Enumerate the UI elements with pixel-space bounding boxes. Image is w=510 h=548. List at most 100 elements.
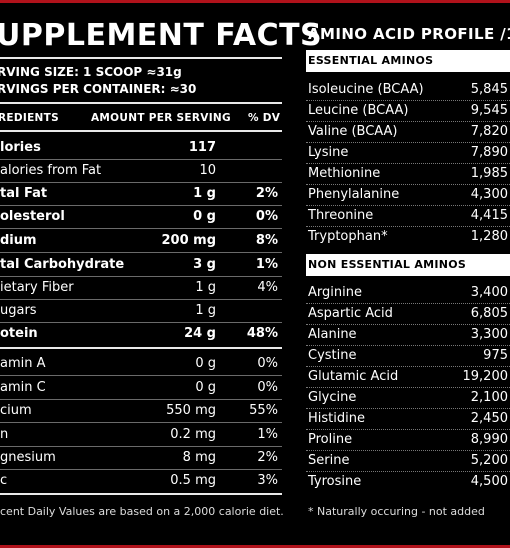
nutrient-name: amin C — [0, 380, 46, 395]
header-divider — [0, 130, 282, 132]
amino-name: Threonine — [308, 208, 374, 223]
nutrient-daily-value: 0% — [257, 380, 278, 395]
row-separator — [0, 205, 282, 206]
ingredients-column-header: REDIENTS — [0, 112, 59, 124]
amino-value: 4,500 — [470, 474, 508, 489]
daily-value-footnote: cent Daily Values are based on a 2,000 c… — [0, 505, 284, 518]
table-end-divider — [0, 493, 282, 495]
amino-value: 2,450 — [470, 411, 508, 426]
top-accent-line — [0, 0, 510, 3]
nutrient-daily-value: 1% — [255, 257, 278, 272]
amino-row: Glutamic Acid 19,200 — [306, 367, 510, 388]
nutrient-name: otein — [0, 326, 38, 341]
nutrient-name: gnesium — [0, 450, 56, 465]
nutrient-amount: 550 mg — [166, 403, 216, 418]
amino-row: Tryptophan* 1,280 — [306, 227, 510, 248]
nutrient-amount: 117 — [188, 140, 216, 155]
nutrient-name: tal Carbohydrate — [0, 257, 125, 272]
amino-row: Arginine 3,400 — [306, 283, 510, 304]
nutrient-row: amin A 0 g 0% — [0, 353, 282, 376]
dv-column-header: % DV — [248, 112, 281, 124]
amino-name: Alanine — [308, 327, 357, 342]
nonessential-aminos-header: NON ESSENTIAL AMINOS — [306, 254, 510, 276]
amino-name: Proline — [308, 432, 353, 447]
nutrient-amount: 0 g — [195, 380, 216, 395]
amino-row: Tyrosine 4,500 — [306, 472, 510, 493]
amino-name: Histidine — [308, 411, 365, 426]
nutrient-row: ugars 1 g — [0, 300, 282, 323]
nutrient-row: n 0.2 mg 1% — [0, 424, 282, 447]
amino-profile-title: AMINO ACID PROFILE /10 — [308, 25, 510, 43]
amino-value: 3,400 — [470, 285, 508, 300]
nutrient-daily-value: 1% — [257, 427, 278, 442]
dotted-separator — [306, 345, 510, 346]
dotted-separator — [306, 324, 510, 325]
nutrient-row: otein 24 g 48% — [0, 323, 282, 346]
dotted-separator — [306, 387, 510, 388]
amino-name: Phenylalanine — [308, 187, 400, 202]
dotted-separator — [306, 163, 510, 164]
nutrient-daily-value: 4% — [257, 280, 278, 295]
nutrient-name: alories from Fat — [0, 163, 102, 178]
nutrient-daily-value: 48% — [246, 326, 278, 341]
nutrient-name: ugars — [0, 303, 37, 318]
dotted-separator — [306, 450, 510, 451]
servings-per-container: RVINGS PER CONTAINER: ≈30 — [0, 82, 197, 96]
essential-aminos-label: ESSENTIAL AMINOS — [308, 54, 434, 67]
amino-row: Alanine 3,300 — [306, 325, 510, 346]
supplement-facts-title: UPPLEMENT FACTS — [0, 18, 323, 53]
amino-name: Cystine — [308, 348, 357, 363]
row-separator — [0, 322, 282, 323]
amino-row: Phenylalanine 4,300 — [306, 185, 510, 206]
amount-column-header: AMOUNT PER SERVING — [91, 112, 231, 124]
amino-value: 5,845 — [470, 82, 508, 97]
amino-name: Isoleucine (BCAA) — [308, 82, 424, 97]
row-separator — [0, 422, 282, 423]
amino-name: Serine — [308, 453, 350, 468]
nutrient-amount: 200 mg — [161, 233, 216, 248]
serving-divider — [0, 102, 282, 104]
dotted-separator — [306, 366, 510, 367]
amino-name: Valine (BCAA) — [308, 124, 398, 139]
nutrient-name: n — [0, 427, 9, 442]
nonessential-aminos-label: NON ESSENTIAL AMINOS — [308, 258, 467, 271]
dotted-separator — [306, 429, 510, 430]
dotted-separator — [306, 121, 510, 122]
dotted-separator — [306, 184, 510, 185]
nutrient-daily-value: 2% — [257, 450, 278, 465]
amino-value: 4,300 — [470, 187, 508, 202]
protein-divider — [0, 347, 282, 349]
amino-row: Serine 5,200 — [306, 451, 510, 472]
row-separator — [0, 159, 282, 160]
amino-value: 7,890 — [470, 145, 508, 160]
row-separator — [0, 375, 282, 376]
nutrient-amount: 1 g — [195, 303, 216, 318]
amino-row: Methionine 1,985 — [306, 164, 510, 185]
row-separator — [0, 276, 282, 277]
amino-value: 8,990 — [470, 432, 508, 447]
dotted-separator — [306, 408, 510, 409]
nutrient-daily-value: 55% — [249, 403, 278, 418]
nutrient-row: lories 117 — [0, 137, 282, 160]
amino-value: 2,100 — [470, 390, 508, 405]
nutrient-daily-value: 3% — [257, 473, 278, 488]
nutrient-amount: 0 g — [195, 356, 216, 371]
amino-name: Tryptophan* — [308, 229, 388, 244]
essential-aminos-header: ESSENTIAL AMINOS — [306, 50, 510, 72]
nutrient-amount: 0.2 mg — [170, 427, 216, 442]
serving-size: RVING SIZE: 1 SCOOP ≈31g — [0, 65, 182, 79]
amino-name: Arginine — [308, 285, 362, 300]
nutrient-name: c — [0, 473, 8, 488]
amino-name: Glutamic Acid — [308, 369, 399, 384]
nutrient-row: tal Fat 1 g 2% — [0, 183, 282, 206]
nutrient-row: alories from Fat 10 — [0, 160, 282, 183]
nutrient-amount: 10 — [199, 163, 216, 178]
amino-value: 1,280 — [470, 229, 508, 244]
nutrient-name: dium — [0, 233, 37, 248]
nutrient-amount: 24 g — [184, 326, 216, 341]
amino-row: Cystine 975 — [306, 346, 510, 367]
bottom-accent-line — [0, 545, 510, 548]
amino-value: 6,805 — [470, 306, 508, 321]
dotted-separator — [306, 303, 510, 304]
dotted-separator — [306, 226, 510, 227]
